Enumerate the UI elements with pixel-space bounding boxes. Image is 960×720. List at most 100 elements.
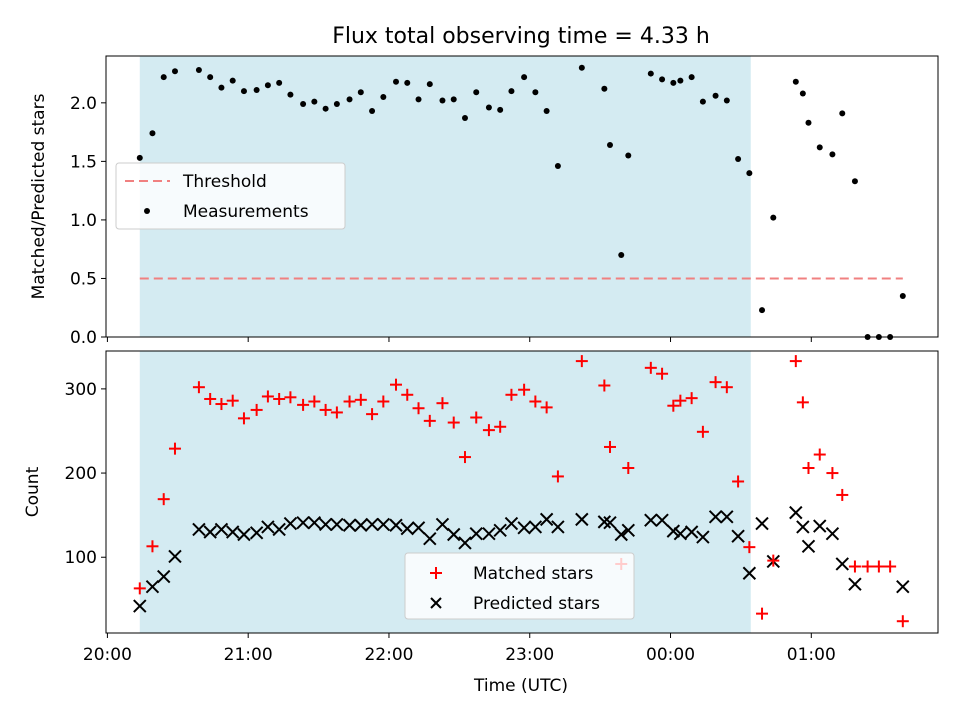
predicted-marker [684, 525, 699, 539]
measurement-point [229, 77, 236, 84]
measurement-point [799, 90, 806, 97]
measurement-point [899, 293, 906, 300]
predicted-marker [742, 566, 757, 580]
matched-marker [622, 462, 635, 475]
measurement-point [816, 144, 823, 151]
measurement-point [473, 89, 480, 96]
predicted-marker [493, 523, 507, 538]
x-tick-label: 23:00 [505, 645, 554, 665]
predicted-marker [482, 526, 496, 541]
legend-matched-swatch [430, 567, 442, 579]
predicted-marker [673, 526, 688, 541]
predicted-marker [411, 521, 426, 535]
top-legend: Threshold Measurements [115, 162, 346, 230]
measurement-point [393, 78, 400, 85]
matched-marker [540, 401, 553, 414]
measurement-point [699, 98, 706, 105]
predicted-marker [376, 517, 391, 532]
measurement-point [688, 74, 695, 81]
predicted-marker [755, 516, 769, 531]
predicted-marker [389, 518, 403, 532]
measurement-point [746, 170, 753, 177]
matched-marker [603, 440, 616, 453]
measurement-point [369, 108, 376, 115]
matched-marker [656, 367, 669, 380]
bottom-y-ticks: 100 200 300 [65, 380, 106, 568]
matched-marker [273, 392, 286, 405]
matched-marker [261, 390, 274, 403]
predicted-marker [249, 526, 264, 540]
measurement-point [264, 82, 271, 89]
top-y-axis-label: Matched/Predicted stars [29, 93, 49, 299]
matched-marker [789, 355, 802, 368]
matched-marker [390, 378, 403, 391]
top-y-tick-label: 1.5 [70, 152, 97, 172]
predicted-marker [655, 513, 669, 527]
bottom-panel-frame [105, 350, 939, 634]
predicted-marker [469, 526, 483, 541]
top-y-tick-label: 0.0 [70, 328, 97, 348]
x-tick-label: 20:00 [83, 645, 132, 665]
predicted-marker [801, 539, 816, 554]
top-x-ticks [106, 337, 812, 342]
predicted-marker [575, 512, 589, 527]
predicted-marker [435, 517, 450, 532]
predicted-marker [603, 516, 617, 530]
matched-marker [709, 376, 722, 389]
bottom-y-tick-label: 300 [65, 380, 97, 400]
legend-predicted-swatch [430, 597, 442, 609]
x-tick-label: 00:00 [646, 645, 695, 665]
matched-marker [308, 395, 321, 408]
predicted-marker [447, 527, 461, 542]
measurement-point [171, 68, 178, 75]
bottom-legend: Matched stars Predicted stars [404, 552, 635, 620]
bottom-y-tick-label: 200 [65, 464, 97, 484]
measurement-point [554, 163, 561, 170]
matched-marker [157, 493, 170, 506]
measurement-point [322, 105, 329, 112]
matched-marker [667, 399, 680, 412]
measurement-point [439, 97, 446, 104]
matched-marker [250, 403, 263, 416]
matched-marker [767, 554, 780, 567]
matched-marker [674, 394, 687, 407]
measurement-point [647, 70, 654, 77]
matched-marker [366, 408, 379, 421]
measurement-point [805, 119, 812, 126]
matched-marker [644, 361, 657, 374]
predicted-marker [330, 517, 344, 532]
matched-marker [732, 475, 745, 488]
matched-star-markers [133, 355, 909, 628]
predicted-marker [597, 515, 612, 529]
matched-marker [796, 396, 809, 409]
measurement-point [677, 77, 684, 84]
predicted-marker [192, 522, 206, 537]
predicted-marker [551, 520, 565, 534]
legend-matched-label: Matched stars [473, 564, 593, 584]
measurement-point [829, 151, 836, 158]
measurement-point [497, 106, 504, 113]
predicted-marker [318, 517, 333, 532]
predicted-star-markers [133, 505, 910, 613]
predicted-marker [458, 536, 472, 550]
predicted-marker [261, 520, 275, 534]
matched-marker [861, 560, 874, 573]
matched-marker [505, 388, 518, 401]
matched-marker [168, 442, 181, 455]
predicted-marker [517, 521, 531, 535]
measurement-point [218, 84, 225, 91]
predicted-marker [708, 510, 723, 524]
matched-marker [518, 383, 531, 396]
predicted-marker [225, 525, 240, 539]
measurement-point [287, 91, 294, 98]
matched-marker [237, 412, 250, 425]
matched-marker [848, 560, 861, 573]
matched-marker [598, 379, 611, 392]
predicted-marker [539, 512, 554, 527]
measurement-point [618, 252, 625, 259]
measurement-point [357, 89, 364, 96]
matched-marker [813, 448, 826, 461]
matched-marker [494, 420, 507, 433]
measurement-point [253, 86, 260, 93]
predicted-marker [307, 516, 322, 530]
